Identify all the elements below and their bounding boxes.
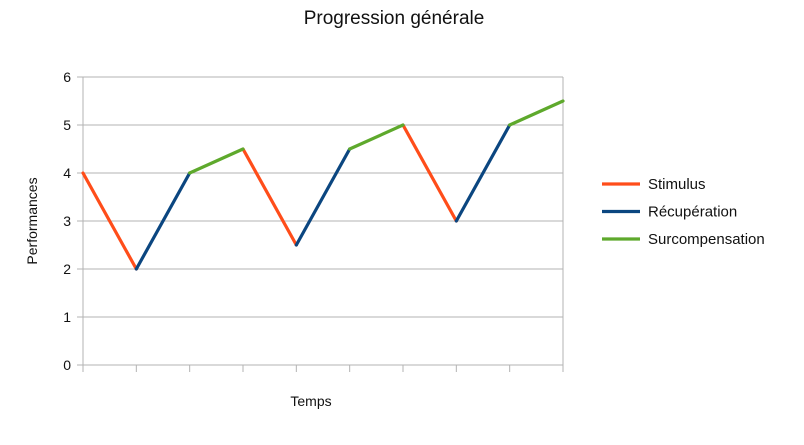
y-tick-label: 6	[63, 69, 71, 85]
y-tick-label: 5	[63, 117, 71, 133]
series-segment-recuperation	[294, 147, 352, 247]
series-segment-recuperation	[454, 123, 512, 223]
series-segment-recuperation	[134, 171, 192, 271]
x-axis-label: Temps	[290, 393, 331, 409]
chart-title: Progression générale	[304, 8, 485, 29]
series-segment-surcompensation	[188, 147, 245, 175]
y-tick-label: 1	[63, 309, 71, 325]
legend-label-surcompensation: Surcompensation	[648, 231, 765, 248]
legend-label-recuperation: Récupération	[648, 204, 737, 221]
y-tick-label: 4	[63, 165, 71, 181]
y-tick-label: 3	[63, 213, 71, 229]
y-tick-label: 2	[63, 261, 71, 277]
y-axis-label: Performances	[24, 177, 40, 264]
series-lines	[81, 99, 565, 271]
y-axis-ticks: 0 1 2 3 4 5 6	[63, 69, 83, 373]
series-segment-stimulus	[81, 171, 138, 271]
legend: Stimulus Récupération Surcompensation	[602, 176, 765, 248]
series-segment-stimulus	[241, 147, 298, 247]
series-segment-surcompensation	[508, 99, 565, 127]
series-segment-surcompensation	[348, 123, 405, 151]
gridlines	[83, 76, 563, 366]
legend-label-stimulus: Stimulus	[648, 176, 706, 193]
x-axis-ticks	[82, 365, 564, 372]
y-tick-label: 0	[63, 357, 71, 373]
series-segment-stimulus	[401, 123, 458, 223]
